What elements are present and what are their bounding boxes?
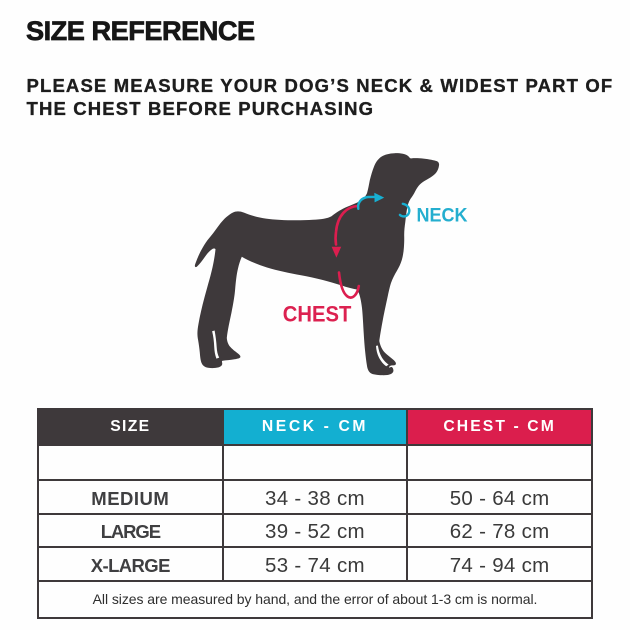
svg-text:NECK: NECK [417, 205, 468, 227]
svg-text:CHEST: CHEST [283, 302, 352, 327]
